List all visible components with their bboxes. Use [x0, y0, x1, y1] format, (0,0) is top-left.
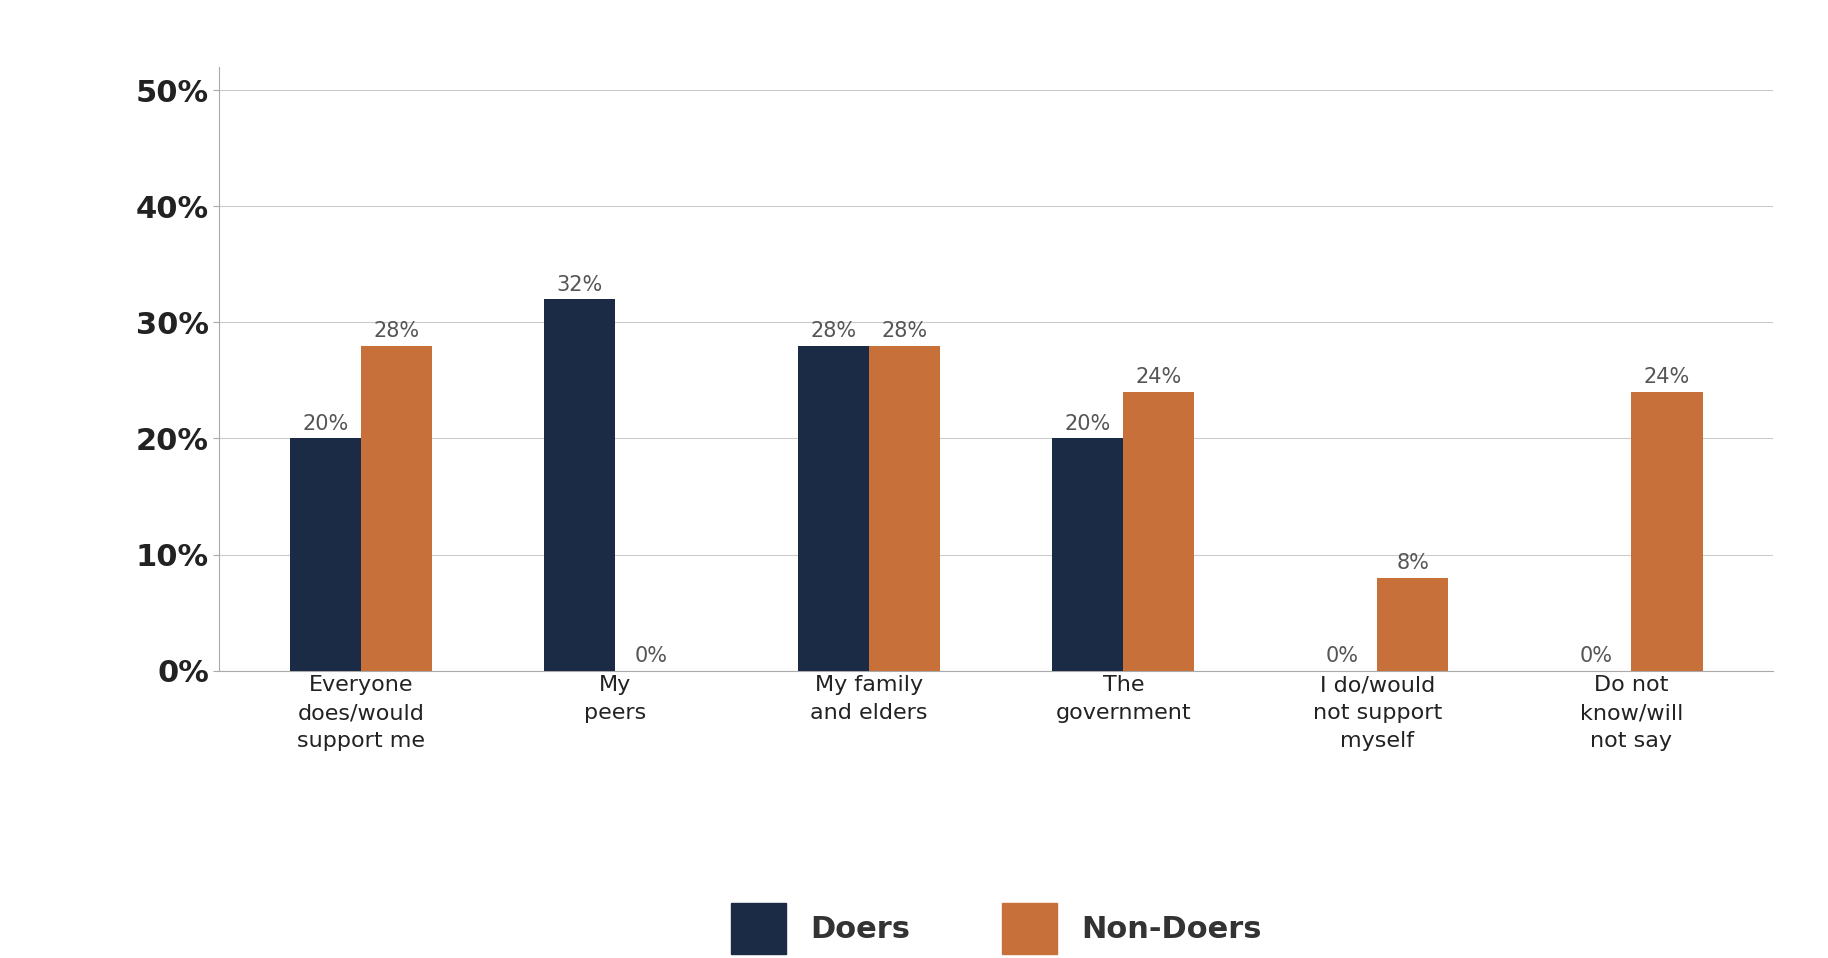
Text: 28%: 28% [373, 321, 420, 341]
Text: 0%: 0% [1579, 646, 1612, 666]
Text: 0%: 0% [1325, 646, 1358, 666]
Text: 28%: 28% [881, 321, 929, 341]
Text: 32%: 32% [556, 275, 603, 294]
Bar [545, 299, 616, 671]
Bar [291, 439, 362, 671]
Text: 20%: 20% [302, 414, 349, 434]
Text: 24%: 24% [1135, 368, 1183, 387]
Bar [362, 346, 431, 671]
Bar [1122, 392, 1194, 671]
Text: 24%: 24% [1643, 368, 1691, 387]
Text: 8%: 8% [1397, 553, 1429, 573]
Legend: Doers, Non-Doers: Doers, Non-Doers [715, 887, 1278, 958]
Bar [799, 346, 870, 671]
Bar [1631, 392, 1702, 671]
Bar [1376, 578, 1448, 671]
Text: 28%: 28% [810, 321, 857, 341]
Text: 20%: 20% [1064, 414, 1111, 434]
Text: 0%: 0% [634, 646, 667, 666]
Bar [870, 346, 940, 671]
Bar [1053, 439, 1122, 671]
